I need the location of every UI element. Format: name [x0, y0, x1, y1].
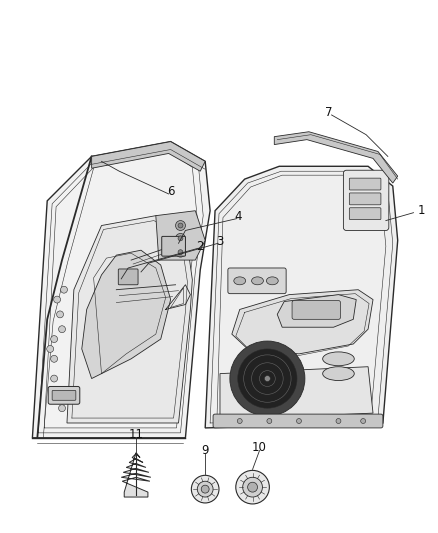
Circle shape [236, 471, 269, 504]
FancyBboxPatch shape [228, 268, 286, 294]
Polygon shape [32, 142, 210, 438]
Text: 2: 2 [196, 240, 204, 253]
Circle shape [265, 376, 270, 382]
Ellipse shape [323, 352, 354, 366]
FancyBboxPatch shape [350, 178, 381, 190]
FancyBboxPatch shape [343, 170, 389, 230]
Text: 7: 7 [325, 107, 332, 119]
Polygon shape [220, 367, 373, 420]
FancyBboxPatch shape [213, 414, 383, 428]
Circle shape [176, 221, 185, 230]
Circle shape [197, 481, 213, 497]
Circle shape [336, 418, 341, 424]
Circle shape [178, 236, 183, 241]
Polygon shape [82, 250, 171, 378]
Circle shape [176, 233, 185, 243]
FancyBboxPatch shape [118, 269, 138, 285]
Circle shape [47, 345, 53, 352]
Text: 9: 9 [201, 444, 209, 457]
Circle shape [243, 477, 262, 497]
Text: 10: 10 [252, 441, 267, 454]
Ellipse shape [251, 277, 263, 285]
FancyBboxPatch shape [350, 193, 381, 205]
Polygon shape [205, 166, 398, 428]
FancyBboxPatch shape [48, 386, 80, 404]
FancyBboxPatch shape [292, 301, 340, 319]
Circle shape [59, 405, 65, 411]
Polygon shape [156, 211, 205, 260]
Ellipse shape [323, 367, 354, 381]
Text: 4: 4 [235, 210, 242, 223]
Text: 11: 11 [129, 429, 144, 441]
Text: 1: 1 [417, 204, 425, 217]
Ellipse shape [234, 277, 246, 285]
FancyBboxPatch shape [162, 237, 185, 256]
Circle shape [178, 223, 183, 228]
Polygon shape [232, 290, 373, 354]
Text: 3: 3 [216, 235, 223, 248]
Circle shape [53, 296, 60, 303]
Circle shape [267, 418, 272, 424]
Circle shape [57, 311, 64, 318]
Circle shape [59, 326, 65, 333]
Polygon shape [277, 295, 356, 327]
Circle shape [60, 286, 67, 293]
Circle shape [51, 336, 57, 343]
Text: 6: 6 [167, 185, 174, 198]
Circle shape [176, 247, 185, 257]
FancyBboxPatch shape [52, 390, 76, 400]
Circle shape [247, 482, 258, 492]
Circle shape [237, 418, 242, 424]
Circle shape [178, 250, 183, 255]
FancyBboxPatch shape [350, 208, 381, 220]
Circle shape [360, 418, 366, 424]
Circle shape [51, 375, 57, 382]
Polygon shape [274, 132, 398, 183]
Polygon shape [67, 216, 192, 423]
Polygon shape [121, 453, 151, 497]
Circle shape [51, 356, 57, 362]
Ellipse shape [266, 277, 278, 285]
Circle shape [230, 341, 305, 416]
Polygon shape [92, 142, 205, 171]
Circle shape [238, 349, 297, 408]
Circle shape [297, 418, 301, 424]
Circle shape [201, 485, 209, 493]
Circle shape [191, 475, 219, 503]
